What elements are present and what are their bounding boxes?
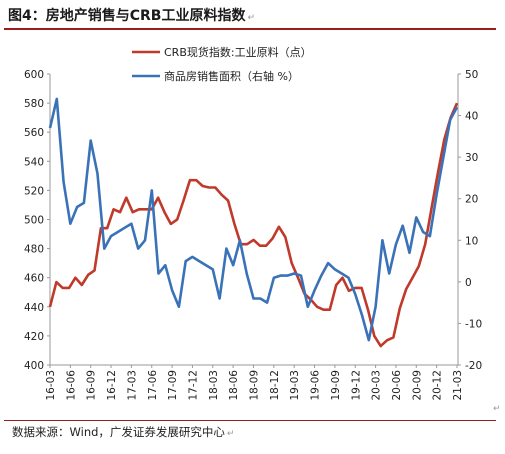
x-tick-label: 20-06 xyxy=(391,370,403,401)
left-tick-label: 500 xyxy=(24,215,44,227)
crb-series-line xyxy=(48,102,459,348)
source-note: 数据来源：Wind，广发证券发展研究中心 ↵ xyxy=(12,425,235,439)
x-tick-label: 18-06 xyxy=(228,370,240,401)
right-tick-label: -10 xyxy=(465,318,482,330)
return-mark-icon: ↵ xyxy=(247,13,256,23)
x-tick-label: 19-09 xyxy=(330,370,342,401)
x-tick-label: 18-09 xyxy=(249,370,261,401)
left-tick-label: 520 xyxy=(24,185,44,197)
left-tick-label: 440 xyxy=(24,302,44,314)
right-tick-label: 10 xyxy=(465,235,478,247)
x-tick-label: 17-12 xyxy=(187,370,199,401)
chart-title: 图4：房地产销售与CRB工业原料指数 ↵ xyxy=(8,8,256,24)
right-tick-label: 0 xyxy=(465,277,472,289)
x-tick-label: 19-03 xyxy=(289,370,301,401)
left-tick-label: 580 xyxy=(24,98,44,110)
legend-label-sales: 商品房销售面积（右轴 %） xyxy=(164,69,299,83)
x-tick-label: 16-03 xyxy=(45,370,57,401)
left-tick-label: 560 xyxy=(24,127,44,139)
x-tick-label: 16-09 xyxy=(86,370,98,401)
x-tick-label: 18-12 xyxy=(269,370,281,401)
right-tick-label: 20 xyxy=(465,194,478,206)
x-tick-label: 16-06 xyxy=(65,370,77,401)
legend-label-crb: CRB现货指数:工业原料（点） xyxy=(164,45,312,59)
left-tick-label: 600 xyxy=(24,69,44,81)
x-tick-label: 17-03 xyxy=(126,370,138,401)
right-tick-label: -20 xyxy=(465,360,482,372)
title-bar: 图4：房地产销售与CRB工业原料指数 ↵ xyxy=(4,0,496,30)
left-tick-label: 480 xyxy=(24,244,44,256)
x-tick-label: 20-09 xyxy=(411,370,423,401)
x-tick-label: 17-06 xyxy=(147,370,159,401)
chart: 400 420 440 460 480 500 520 540 560 580 600 -20 -10 0… xyxy=(24,45,501,414)
x-tick-label: 17-09 xyxy=(167,370,179,401)
x-tick-label: 20-12 xyxy=(432,370,444,401)
sales-area-series-line xyxy=(48,97,459,342)
footer-divider xyxy=(4,420,496,421)
right-tick-label: 40 xyxy=(465,111,478,123)
x-tick-label: 19-12 xyxy=(350,370,362,401)
x-tick-label: 16-12 xyxy=(106,370,118,401)
x-tick-label: 18-03 xyxy=(208,370,220,401)
return-mark-icon: ↵ xyxy=(226,429,235,439)
right-tick-label: 30 xyxy=(465,152,478,164)
return-mark-icon: ↵ xyxy=(493,404,501,414)
x-tick-label: 20-03 xyxy=(371,370,383,401)
left-tick-label: 400 xyxy=(24,360,44,372)
right-tick-label: 50 xyxy=(465,69,478,81)
left-tick-label: 540 xyxy=(24,156,44,168)
x-tick-label: 21-03 xyxy=(452,370,464,401)
left-tick-label: 420 xyxy=(24,331,44,343)
left-tick-label: 460 xyxy=(24,273,44,285)
x-tick-label: 19-06 xyxy=(310,370,322,401)
